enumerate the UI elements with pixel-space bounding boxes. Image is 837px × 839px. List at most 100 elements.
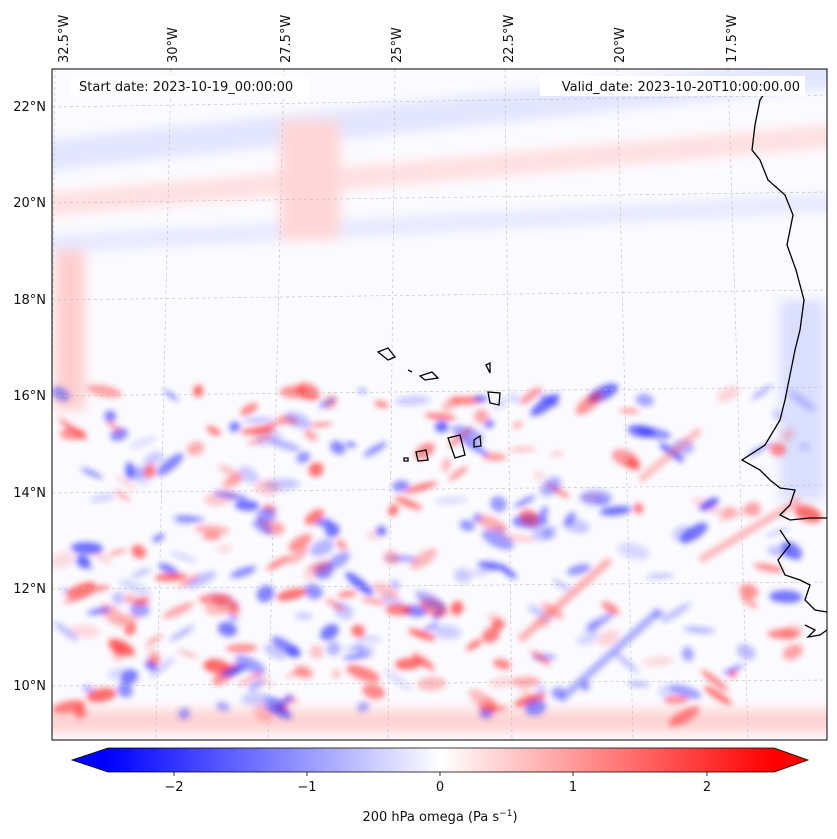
field-streak: [557, 607, 663, 703]
descent-blob: [683, 626, 716, 634]
descent-blob: [423, 622, 439, 632]
descent-blob: [799, 444, 810, 449]
descent-blob: [256, 585, 275, 603]
descent-blob: [645, 573, 675, 579]
ascent-blob: [633, 502, 644, 514]
descent-blob: [242, 417, 275, 423]
ascent-blob: [780, 427, 795, 443]
ascent-blob: [530, 649, 551, 666]
descent-blob: [330, 440, 346, 455]
descent-blob: [751, 384, 773, 400]
descent-blob: [564, 511, 576, 526]
ascent-blob: [304, 430, 318, 441]
ascent-blob: [203, 659, 230, 674]
descent-blob: [627, 681, 650, 687]
ascent-blob: [508, 447, 536, 452]
descent-blob: [252, 520, 273, 535]
descent-blob: [435, 420, 449, 433]
descent-blob: [345, 572, 374, 596]
ascent-blob: [519, 386, 542, 405]
descent-blob: [221, 664, 247, 677]
descent-blob: [599, 506, 632, 516]
descent-blob: [296, 451, 311, 464]
lat-label: 14°N: [13, 486, 46, 501]
descent-blob: [52, 386, 70, 402]
ascent-blob: [361, 597, 386, 605]
field-streak: [697, 496, 803, 564]
ascent-blob: [266, 555, 291, 571]
ascent-blob: [491, 619, 505, 630]
descent-blob: [237, 466, 259, 484]
ascent-blob: [351, 624, 365, 637]
descent-blob: [327, 551, 351, 570]
descent-blob: [112, 591, 125, 605]
lon-labels: 32.5°W 30°W 27.5°W 25°W 22.5°W 20°W 17.5…: [57, 15, 740, 63]
lon-label: 32.5°W: [57, 15, 72, 63]
ascent-blob: [177, 649, 198, 658]
colorbar-tick: −1: [297, 780, 316, 795]
descent-blob: [263, 478, 300, 491]
descent-blob: [264, 696, 283, 703]
ascent-blob: [202, 532, 221, 541]
colorbar-gradient: [108, 748, 774, 772]
descent-blob: [477, 561, 508, 571]
ascent-blob: [388, 504, 399, 517]
descent-blob: [87, 607, 111, 615]
ascent-blob: [237, 671, 264, 686]
descent-blob: [130, 601, 150, 617]
descent-blob: [552, 579, 572, 592]
ascent-blob: [69, 624, 100, 638]
lat-label: 18°N: [13, 293, 46, 308]
lon-label: 22.5°W: [502, 15, 517, 63]
descent-blob: [661, 602, 691, 623]
ascent-blob: [308, 462, 324, 477]
ascent-blob: [484, 705, 508, 712]
ascent-blob: [131, 544, 146, 559]
descent-blob: [264, 701, 292, 719]
ascent-blob: [216, 544, 233, 553]
ascent-blob: [308, 564, 331, 571]
colorbar-label: 200 hPa omega (Pa s−1): [362, 809, 517, 825]
descent-blob: [579, 490, 613, 506]
descent-blob: [217, 621, 238, 637]
ascent-blob: [404, 481, 438, 494]
field-streak: [517, 557, 613, 643]
descent-blob: [53, 621, 79, 642]
ascent-blob: [767, 628, 800, 640]
descent-blob: [482, 529, 514, 550]
descent-blob: [787, 390, 816, 411]
ascent-blob: [366, 530, 380, 540]
lon-label: 30°W: [166, 27, 181, 63]
ascent-blob: [612, 449, 640, 468]
ascent-blob: [162, 602, 194, 619]
ascent-blob: [740, 595, 758, 609]
descent-blob: [535, 684, 546, 695]
descent-blob: [566, 563, 591, 576]
ascent-blob: [482, 627, 500, 643]
descent-blob: [158, 563, 179, 576]
descent-blob: [470, 567, 493, 576]
descent-blob: [543, 525, 556, 540]
descent-blob: [234, 500, 260, 511]
colorbar: −2 −1 0 1 2 200 hPa omega (Pa s−1): [70, 747, 810, 825]
lon-label: 25°W: [390, 27, 405, 63]
ascent-blob: [417, 676, 447, 691]
ascent-blob: [385, 604, 412, 616]
ascent-blob: [534, 470, 545, 482]
ascent-blob: [288, 533, 313, 552]
ascent-blob: [718, 507, 749, 522]
descent-blob: [143, 451, 164, 467]
descent-blob: [119, 579, 152, 597]
ascent-blob: [332, 669, 341, 679]
descent-blob: [434, 497, 468, 504]
descent-blob: [110, 428, 129, 441]
ascent-blob: [744, 502, 761, 517]
lat-label: 12°N: [13, 582, 46, 597]
start-date-box: [70, 76, 310, 96]
ascent-blob: [441, 457, 451, 472]
ascent-blob: [63, 591, 95, 603]
descent-blob: [156, 453, 184, 476]
ascent-blob: [106, 419, 123, 434]
ascent-blob: [721, 506, 736, 518]
ascent-blob: [407, 628, 436, 641]
